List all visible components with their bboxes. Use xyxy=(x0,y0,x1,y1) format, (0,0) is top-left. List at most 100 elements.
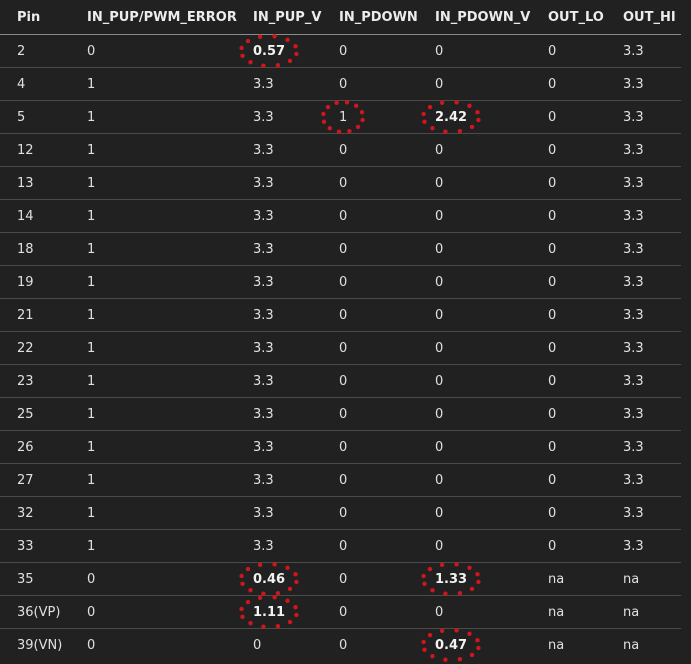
table-body: 2 0 0.57 0 0 0 3.3 4 1 3.3 0 0 0 3.3 5 1 3.3 1 2.42 0 3.3 12 1… xyxy=(0,34,681,662)
annotation-dot xyxy=(355,124,361,130)
cell-out-lo: 0 xyxy=(531,265,606,299)
cell-out-lo: na xyxy=(531,562,606,596)
cell-in-pup-v: 3.3 xyxy=(236,67,322,101)
cell-pin: 5 xyxy=(0,100,70,134)
cell-in-pup-v: 3.3 xyxy=(236,397,322,431)
annotation-dot xyxy=(359,110,365,115)
annotation-dot xyxy=(476,117,481,123)
annotation-dot xyxy=(469,652,475,658)
cell-out-lo: 0 xyxy=(531,430,606,464)
cell-in-pup-pwm-error: 1 xyxy=(70,100,236,134)
annotation-dot xyxy=(245,38,251,44)
cell-in-pup-v: 3.3 xyxy=(236,430,322,464)
table-row: 21 1 3.3 0 0 0 3.3 xyxy=(0,298,681,332)
red-dotted-circle-annotation xyxy=(239,34,299,68)
annotation-dot xyxy=(467,631,472,636)
cell-in-pdown: 0 xyxy=(322,199,418,233)
annotation-dot xyxy=(421,573,426,579)
cell-pin: 13 xyxy=(0,166,70,200)
cell-in-pdown: 1 xyxy=(321,100,418,134)
cell-in-pdown-v: 0 xyxy=(418,34,531,68)
cell-in-pdown: 0 xyxy=(322,562,418,596)
highlighted-value: 0.57 xyxy=(239,34,299,68)
table-row: 36(VP) 0 1.11 0 0 na na xyxy=(0,595,681,629)
cell-pin: 22 xyxy=(0,331,70,365)
cell-in-pup-v: 0.57 xyxy=(236,34,322,68)
cell-pin: 23 xyxy=(0,364,70,398)
cell-in-pup-v: 3.3 xyxy=(236,232,322,266)
cell-in-pup-v: 3.3 xyxy=(236,100,322,134)
cell-in-pdown-v: 0 xyxy=(418,298,531,332)
annotation-dot xyxy=(354,103,359,108)
annotation-dot xyxy=(240,53,245,58)
cell-out-hi: 3.3 xyxy=(606,331,681,365)
annotation-dot xyxy=(430,588,435,593)
annotation-dot xyxy=(321,111,326,117)
cell-pin: 2 xyxy=(0,34,70,68)
table-row: 23 1 3.3 0 0 0 3.3 xyxy=(0,364,681,398)
cell-in-pdown-v: 0 xyxy=(418,595,531,629)
cell-pin: 12 xyxy=(0,133,70,167)
cell-out-lo: 0 xyxy=(531,364,606,398)
annotation-dot xyxy=(476,645,481,651)
cell-in-pup-pwm-error: 0 xyxy=(70,562,236,596)
cell-out-lo: na xyxy=(548,637,565,653)
cell-out-hi: 3.3 xyxy=(606,199,681,233)
annotation-dot xyxy=(360,117,365,123)
cell-in-pdown-v: 1.33 xyxy=(418,562,531,596)
cell-out-hi: 3.3 xyxy=(606,463,681,497)
cell-in-pup-v: 0.46 xyxy=(236,562,322,596)
cell-pin: 39(VN) xyxy=(17,637,63,653)
cell-out-hi: na xyxy=(606,595,681,629)
annotation-dot xyxy=(475,572,480,577)
cell-in-pdown: 0 xyxy=(322,232,418,266)
cell-out-hi: na xyxy=(623,637,640,653)
annotation-dot xyxy=(285,565,290,570)
cell-in-pup-pwm-error: 1 xyxy=(70,232,236,266)
table-row: 13 1 3.3 0 0 0 3.3 xyxy=(0,166,681,200)
annotation-dot xyxy=(257,595,263,600)
annotation-dot xyxy=(327,126,332,131)
cell-in-pup-pwm-error: 0 xyxy=(70,34,236,68)
annotation-dot xyxy=(239,45,244,51)
cell-in-pdown-v: 0 xyxy=(418,397,531,431)
cell-in-pup-pwm-error: 1 xyxy=(70,265,236,299)
table-row: 39(VN) 0 0 0 0.47 na na xyxy=(0,628,681,662)
cell-in-pdown: 0 xyxy=(322,463,418,497)
table-row: 25 1 3.3 0 0 0 3.3 xyxy=(0,397,681,431)
cell-out-lo: 0 xyxy=(531,199,606,233)
table-row: 35 0 0.46 0 1.33 na na xyxy=(0,562,681,596)
annotation-dot xyxy=(294,51,299,57)
annotation-dot xyxy=(467,565,472,570)
column-header-in-pdown-v: IN_PDOWN_V xyxy=(418,0,531,35)
table-row: 22 1 3.3 0 0 0 3.3 xyxy=(0,331,681,365)
cell-in-pdown-v: 0 xyxy=(418,232,531,266)
cell-out-lo: 0 xyxy=(531,529,606,563)
highlighted-value: 1.33 xyxy=(421,562,481,596)
annotation-dot xyxy=(248,588,253,593)
annotation-dot xyxy=(287,58,293,64)
cell-in-pup-v: 3.3 xyxy=(236,166,322,200)
cell-in-pup-pwm-error: 1 xyxy=(70,67,236,101)
cell-out-lo: na xyxy=(531,595,606,629)
cell-in-pdown-v: 0 xyxy=(418,166,531,200)
red-dotted-circle-annotation xyxy=(239,595,299,629)
annotation-dot xyxy=(422,119,427,124)
annotation-dot xyxy=(427,104,433,110)
annotation-dot xyxy=(245,566,251,572)
column-header-in-pup-v: IN_PUP_V xyxy=(236,0,322,35)
cell-out-hi: 3.3 xyxy=(606,100,681,134)
cell-out-hi: 3.3 xyxy=(606,67,681,101)
annotation-dot xyxy=(421,639,426,645)
cell-in-pdown: 0 xyxy=(322,34,418,68)
column-header-out-hi: OUT_HI xyxy=(606,0,681,35)
cell-out-hi: 3.3 xyxy=(606,397,681,431)
cell-out-hi: na xyxy=(606,562,681,596)
annotation-dot xyxy=(294,579,299,585)
annotation-dot xyxy=(272,562,277,567)
annotation-dot xyxy=(454,562,459,567)
table-row: 2 0 0.57 0 0 0 3.3 xyxy=(0,34,681,68)
annotation-dot xyxy=(272,34,277,39)
cell-in-pdown-v: 0 xyxy=(418,463,531,497)
cell-out-lo: 0 xyxy=(531,298,606,332)
